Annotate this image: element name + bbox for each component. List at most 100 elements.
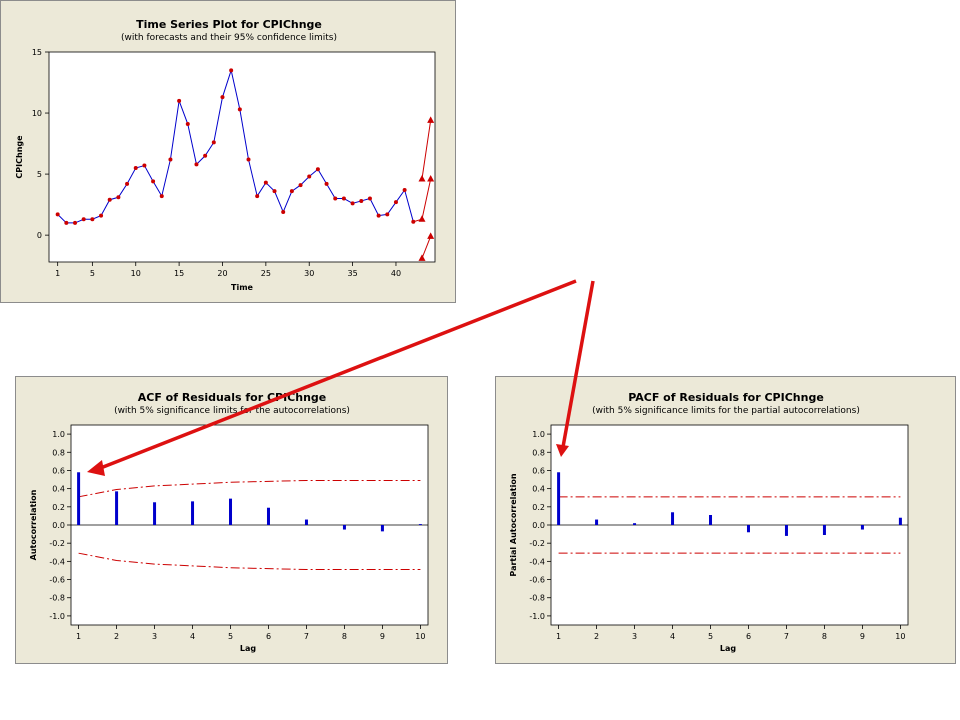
correlation-bar <box>898 517 902 525</box>
time-series-chart: Time Series Plot for CPIChnge (with fore… <box>15 18 436 292</box>
upper-limit-line <box>421 120 432 180</box>
x-tick-label: 3 <box>632 632 637 641</box>
x-tick-label: 7 <box>304 632 309 641</box>
x-tick-label: 40 <box>391 269 401 278</box>
forecast-point <box>427 174 435 182</box>
observed-point <box>177 98 182 103</box>
y-tick-label: -0.6 <box>529 576 545 585</box>
correlation-bar <box>115 491 119 525</box>
observed-point <box>73 220 78 225</box>
x-tick-label: 8 <box>822 632 827 641</box>
observed-point <box>159 194 164 199</box>
y-tick-label: -1.0 <box>529 612 545 621</box>
upper-limit-point <box>427 116 435 123</box>
observed-point <box>194 162 199 167</box>
correlation-bar <box>746 525 750 533</box>
observed-point <box>298 183 303 188</box>
x-tick-label: 5 <box>228 632 233 641</box>
y-tick-label: 0.6 <box>52 466 65 475</box>
x-tick-label: 1 <box>55 269 60 278</box>
correlation-bar <box>191 501 195 525</box>
upper-significance-limit <box>78 479 421 498</box>
y-tick-label: -1.0 <box>49 612 65 621</box>
y-tick-label: -0.2 <box>49 539 65 548</box>
observed-point <box>203 153 208 158</box>
y-tick-label: 15 <box>32 48 42 57</box>
observed-point <box>185 122 190 127</box>
lower-limit-line <box>421 236 432 259</box>
x-tick-label: 15 <box>174 269 184 278</box>
x-tick-label: 9 <box>860 632 865 641</box>
x-tick-label: 2 <box>114 632 119 641</box>
lower-limit-point <box>427 232 435 239</box>
y-axis-label: Autocorrelation <box>29 489 38 560</box>
x-tick-label: 30 <box>304 269 314 278</box>
correlation-bar <box>784 525 788 536</box>
observed-point <box>229 68 234 73</box>
observed-point <box>307 174 312 179</box>
observed-point <box>315 167 320 172</box>
correlation-bar <box>822 525 826 535</box>
acf-panel: ACF of Residuals for CPIChnge (with 5% s… <box>15 376 448 664</box>
observed-point <box>99 213 104 218</box>
chart-title: PACF of Residuals for CPIChnge <box>628 391 824 404</box>
chart-title: Time Series Plot for CPIChnge <box>136 18 322 31</box>
x-tick-label: 25 <box>261 269 271 278</box>
y-axis-label: CPIChnge <box>15 135 24 179</box>
observed-point <box>125 181 130 186</box>
x-tick-label: 10 <box>131 269 141 278</box>
x-tick-label: 6 <box>266 632 271 641</box>
y-tick-label: -0.8 <box>49 594 65 603</box>
observed-point <box>237 107 242 112</box>
observed-point <box>393 200 398 205</box>
pacf-panel: PACF of Residuals for CPIChnge (with 5% … <box>495 376 956 664</box>
upper-limit-point <box>418 174 426 182</box>
lower-significance-limit <box>78 552 421 571</box>
observed-point <box>81 217 86 222</box>
y-tick-label: -0.6 <box>49 576 65 585</box>
observed-point <box>263 180 268 185</box>
correlation-bar <box>557 472 561 525</box>
observed-point <box>272 189 277 194</box>
observed-point <box>385 212 390 217</box>
observed-point <box>350 201 355 206</box>
x-tick-label: 20 <box>217 269 227 278</box>
y-tick-label: 0.0 <box>532 521 545 530</box>
observed-point <box>133 165 138 170</box>
observed-point <box>333 196 338 201</box>
x-tick-label: 5 <box>708 632 713 641</box>
x-tick-label: 1 <box>76 632 81 641</box>
observed-point <box>281 209 286 214</box>
x-tick-label: 35 <box>348 269 358 278</box>
x-axis-label: Time <box>231 283 254 292</box>
observed-point <box>116 195 121 200</box>
observed-point <box>246 157 251 162</box>
y-tick-label: 1.0 <box>532 430 545 439</box>
observed-point <box>64 220 69 225</box>
observed-point <box>211 140 216 145</box>
y-tick-label: 0.6 <box>532 466 545 475</box>
y-axis-label: Partial Autocorrelation <box>509 473 518 576</box>
observed-point <box>220 95 225 100</box>
lower-limit-point <box>418 254 426 261</box>
correlation-bar <box>229 498 233 525</box>
x-tick-label: 1 <box>556 632 561 641</box>
correlation-bar <box>342 525 346 530</box>
x-tick-label: 4 <box>190 632 195 641</box>
observed-point <box>168 157 173 162</box>
y-tick-label: -0.8 <box>529 594 545 603</box>
correlation-bar <box>153 502 157 525</box>
y-tick-label: 1.0 <box>52 430 65 439</box>
y-tick-label: 0.8 <box>52 448 65 457</box>
acf-chart: ACF of Residuals for CPIChnge (with 5% s… <box>29 391 429 653</box>
chart-subtitle: (with 5% significance limits for the aut… <box>114 406 350 416</box>
observed-point <box>367 196 372 201</box>
y-tick-label: 0.8 <box>532 448 545 457</box>
observed-point <box>90 217 95 222</box>
observed-point <box>341 196 346 201</box>
x-axis-label: Lag <box>240 644 256 653</box>
x-tick-label: 9 <box>380 632 385 641</box>
x-tick-label: 3 <box>152 632 157 641</box>
observed-point <box>376 213 381 218</box>
x-tick-label: 6 <box>746 632 751 641</box>
